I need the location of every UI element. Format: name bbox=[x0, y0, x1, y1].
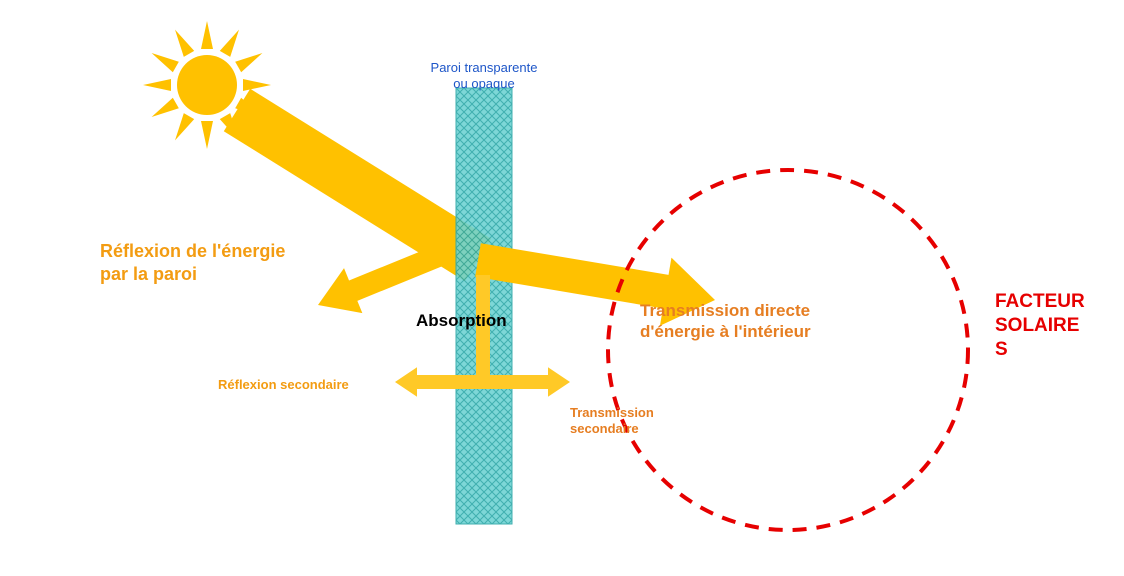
diagram-stage: Paroi transparente ou opaque Réflexion d… bbox=[0, 0, 1124, 576]
label-reflexion-secondaire: Réflexion secondaire bbox=[218, 377, 349, 393]
label-wall: Paroi transparente ou opaque bbox=[431, 60, 538, 93]
label-transmission-directe: Transmission directe d'énergie à l'intér… bbox=[640, 300, 811, 343]
label-facteur-solaire: FACTEUR SOLAIRE S bbox=[995, 290, 1085, 361]
label-transmission-secondaire: Transmission secondaire bbox=[570, 405, 654, 438]
label-reflexion-paroi: Réflexion de l'énergie par la paroi bbox=[100, 240, 285, 285]
diagram-svg bbox=[0, 0, 1124, 576]
label-absorption: Absorption bbox=[416, 310, 507, 331]
